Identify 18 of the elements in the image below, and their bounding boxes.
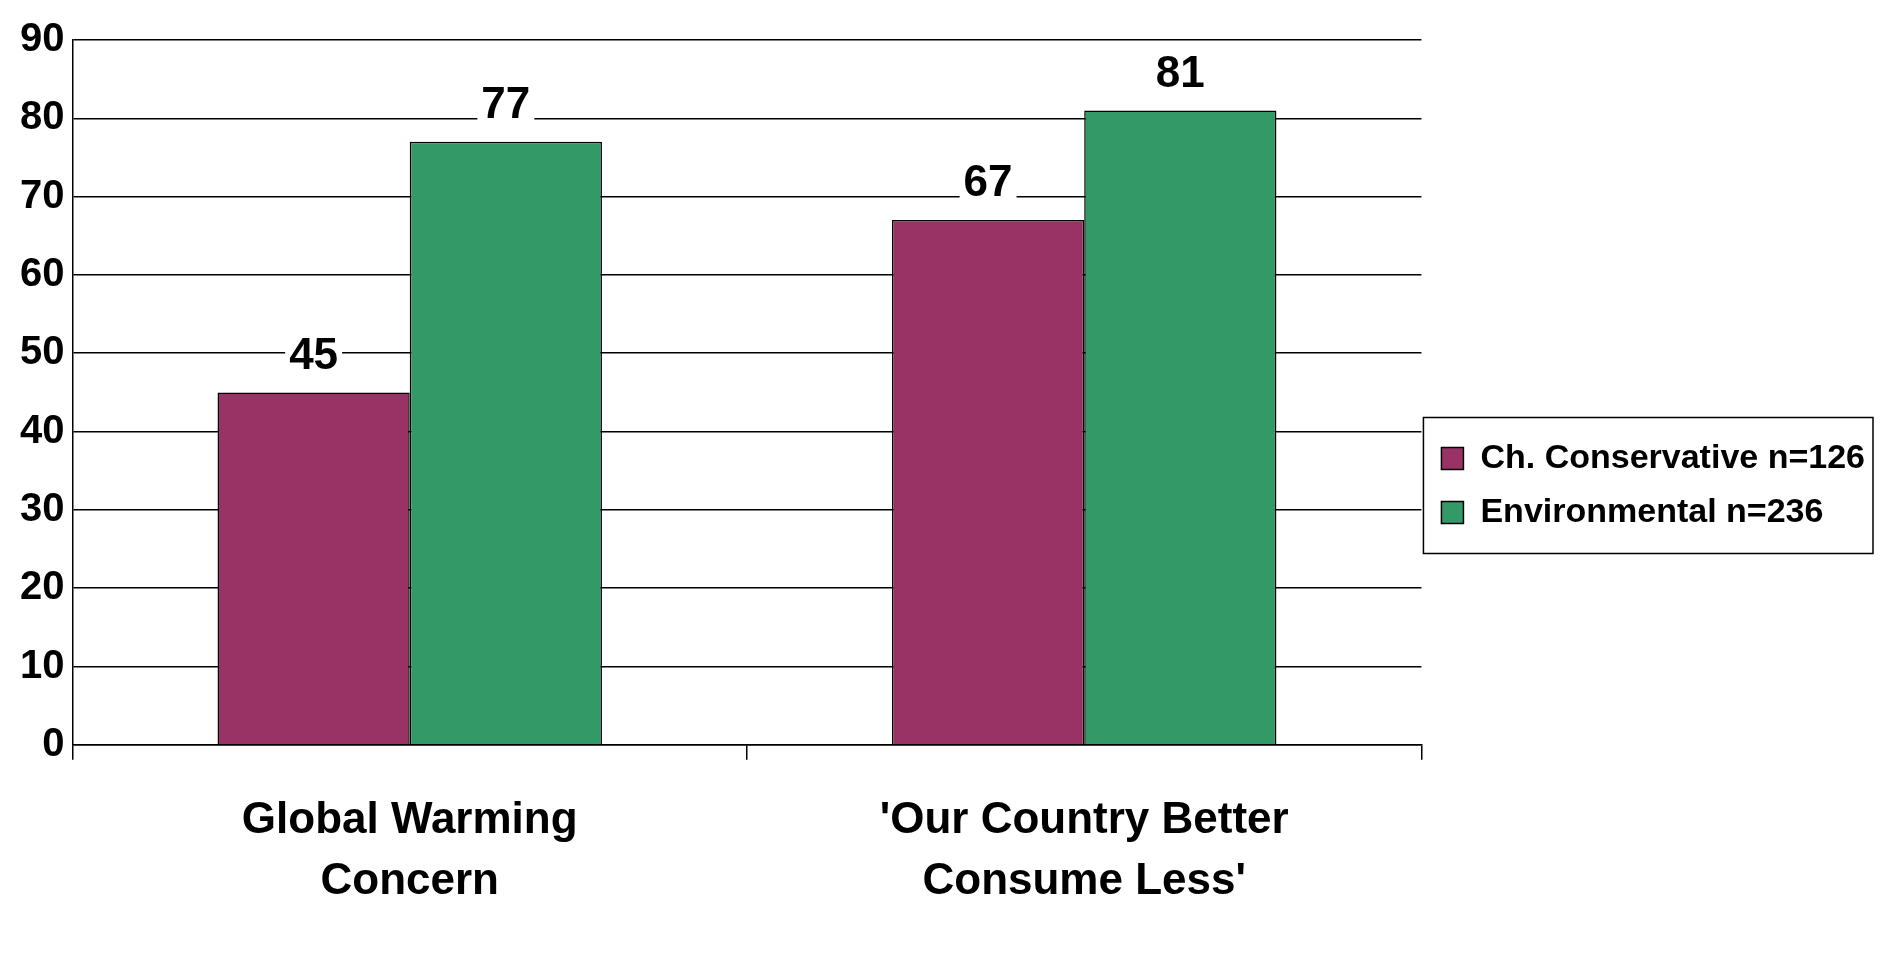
y-tick-label: 60 xyxy=(19,249,65,294)
data-label: 81 xyxy=(1155,46,1205,96)
y-tick-label: 30 xyxy=(19,484,65,529)
x-tick-label: 'Our Country Better Consume Less' xyxy=(879,792,1289,904)
legend-label: Ch. Conservative n=126 xyxy=(1480,436,1865,475)
data-label: 67 xyxy=(963,156,1013,206)
x-tick-label: Global Warming Concern xyxy=(241,792,578,904)
y-tick-label: 80 xyxy=(19,93,65,138)
data-label: 77 xyxy=(481,77,531,127)
y-tick-label: 50 xyxy=(19,328,65,373)
y-tick-label: 70 xyxy=(19,171,65,216)
data-label: 45 xyxy=(289,328,339,378)
y-tick-label: 40 xyxy=(19,406,65,451)
legend-label: Environmental n=236 xyxy=(1480,490,1824,529)
y-tick-label: 20 xyxy=(19,563,65,608)
y-tick-label: 10 xyxy=(19,641,65,686)
y-tick-label: 90 xyxy=(19,15,65,60)
y-tick-label: 0 xyxy=(42,719,65,764)
